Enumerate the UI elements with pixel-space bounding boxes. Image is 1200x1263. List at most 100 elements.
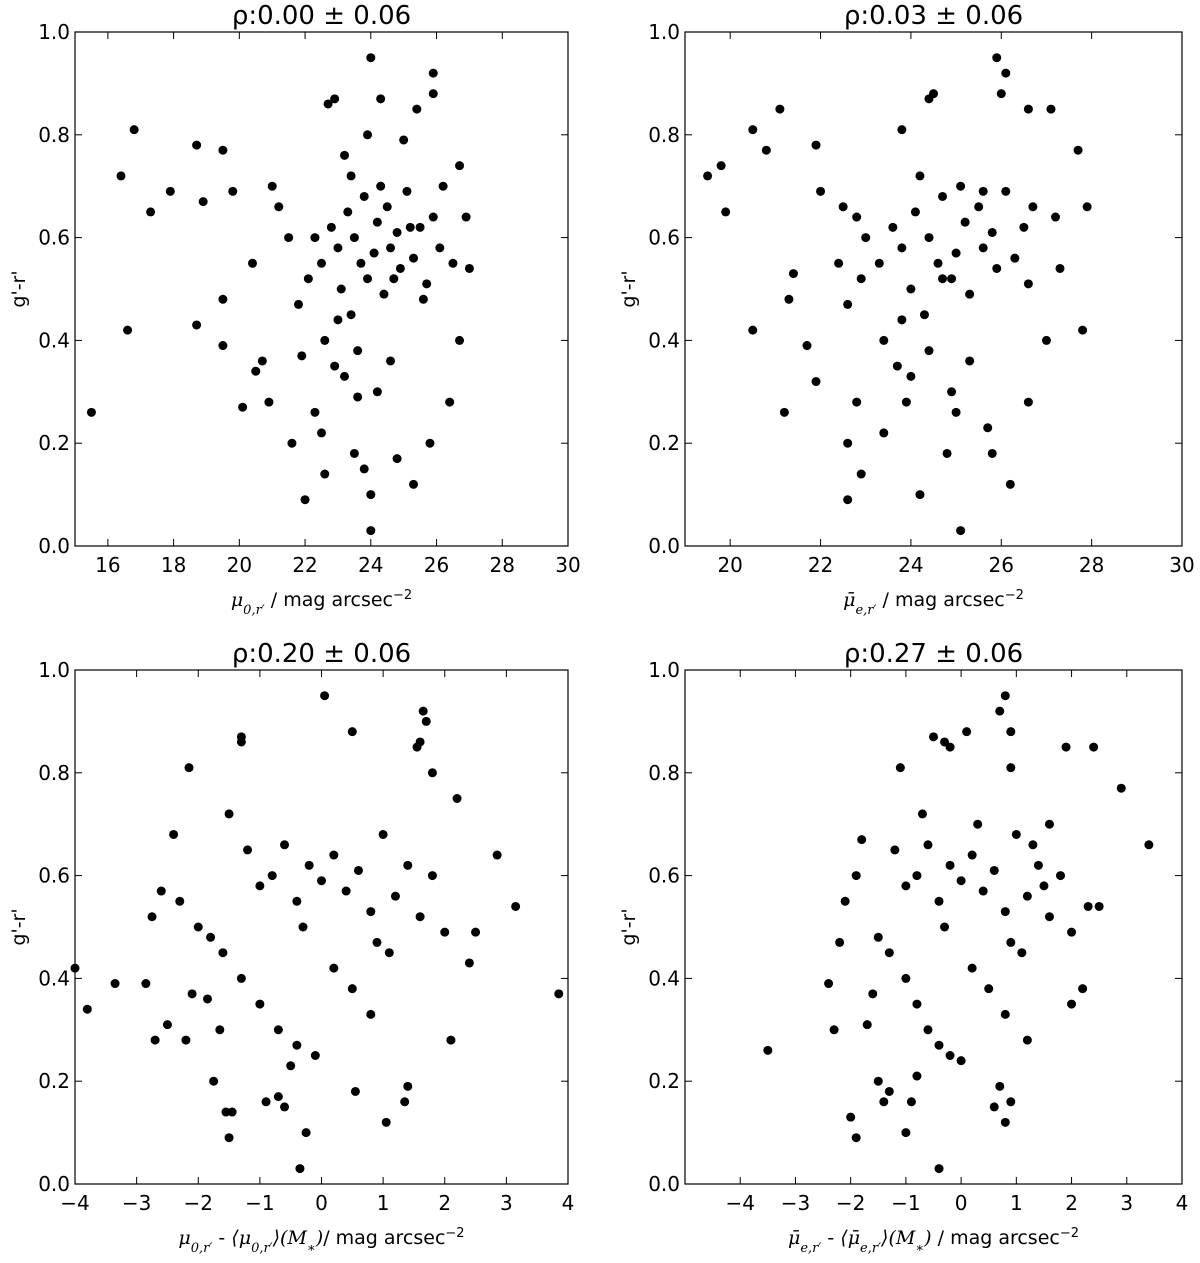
chart-4-point — [1039, 881, 1049, 891]
chart-1-y-tick-label: 0.4 — [38, 328, 70, 352]
chart-2-point — [779, 407, 789, 417]
chart-1-point — [464, 263, 474, 273]
chart-1-title: ρ:0.00 ± 0.06 — [232, 1, 411, 31]
chart-1-point — [320, 469, 330, 479]
chart-1-x-tick-label: 18 — [161, 553, 186, 577]
chart-3-point — [261, 1097, 271, 1107]
chart-3-title: ρ:0.20 ± 0.06 — [232, 639, 411, 669]
chart-2-point — [897, 315, 907, 325]
chart-1-point — [372, 387, 382, 397]
chart-4-point — [862, 1020, 872, 1030]
chart-2-point — [901, 397, 911, 407]
chart-4-point — [851, 871, 861, 881]
chart-1-point — [435, 243, 445, 253]
chart-3-point — [452, 794, 462, 803]
chart-2-y-tick-label: 0.8 — [648, 123, 680, 147]
chart-3-point — [418, 706, 428, 716]
chart-1-point — [336, 284, 346, 294]
chart-4-x-tick-label: 0 — [955, 1191, 968, 1215]
chart-2-point — [956, 181, 966, 191]
chart-1-point — [310, 407, 320, 417]
chart-2-point — [897, 125, 907, 135]
chart-3-point — [243, 845, 253, 855]
chart-3-point — [141, 979, 151, 989]
chart-1-point — [303, 274, 313, 284]
chart-3-y-tick-label: 0.8 — [38, 761, 70, 785]
chart-1-point — [359, 191, 369, 201]
chart-1-point — [165, 186, 175, 196]
chart-2-point — [843, 299, 853, 309]
chart-1-point — [320, 335, 330, 345]
chart-4-x-tick-label: 4 — [1176, 1191, 1189, 1215]
chart-3-point — [206, 932, 216, 942]
chart-1-point — [330, 361, 340, 371]
chart-2-point — [879, 335, 889, 345]
chart-4-point — [1044, 912, 1054, 922]
chart-1-point — [409, 253, 419, 263]
chart-1-y-tick-label: 0.2 — [38, 431, 70, 455]
chart-1-point — [343, 207, 353, 217]
chart-3-point — [317, 876, 326, 886]
chart-4-point — [912, 1071, 922, 1081]
chart-3-point — [446, 1035, 456, 1045]
chart-4-point — [835, 937, 845, 947]
chart-4-point — [1033, 860, 1043, 870]
chart-3-x-tick-label: −1 — [245, 1191, 274, 1215]
chart-1-point — [323, 99, 333, 109]
chart-2-point — [1023, 104, 1033, 114]
chart-4-point — [829, 1025, 839, 1035]
chart-1-point — [392, 454, 402, 464]
chart-3-point — [554, 989, 564, 999]
chart-4-x-tick-label: −2 — [836, 1191, 865, 1215]
chart-2-frame — [684, 31, 1183, 547]
chart-4-y-tick-label: 0.4 — [648, 966, 680, 990]
chart-4-point — [1000, 691, 1010, 701]
chart-3-point — [341, 886, 351, 896]
chart-1-point — [392, 227, 402, 237]
chart-4-point — [873, 932, 883, 942]
chart-1-x-tick-label: 28 — [490, 553, 515, 577]
chart-1-y-tick-label: 0.8 — [38, 123, 70, 147]
chart-2-point — [716, 161, 726, 171]
chart-1-point — [379, 289, 389, 299]
chart-3-y-tick-label: 0.0 — [38, 1172, 70, 1196]
chart-1-point — [389, 274, 399, 284]
chart-1-point — [455, 161, 465, 171]
chart-4-point — [995, 1081, 1005, 1091]
chart-4-point — [989, 865, 999, 875]
chart-2-panel: 20 22 24 26 28 30 0.0 0.2 0.4 0.6 0.8 1.0 ρ:0.03 ± 0… — [618, 1, 1195, 618]
chart-2-point — [802, 341, 812, 351]
chart-2-point — [938, 191, 948, 201]
chart-2-point — [897, 243, 907, 253]
chart-4-x-axis-label-part: ) — [923, 1227, 931, 1249]
chart-3-point — [184, 763, 194, 773]
chart-4-y-axis-label: g'-r' — [618, 908, 640, 945]
chart-4-point — [1022, 891, 1032, 901]
chart-1-point — [317, 258, 326, 268]
chart-2-point — [960, 217, 970, 227]
chart-2-point — [956, 526, 966, 536]
chart-3-point — [415, 737, 425, 747]
chart-4-point — [917, 809, 927, 819]
chart-4-point — [934, 1164, 944, 1174]
chart-3-point — [492, 850, 502, 860]
chart-1-point — [326, 222, 336, 232]
chart-3-point — [169, 829, 179, 839]
chart-1-point — [359, 464, 369, 474]
chart-3-point — [320, 691, 330, 701]
chart-2-point — [1078, 325, 1088, 335]
chart-1-point — [349, 448, 359, 458]
chart-2-point — [761, 145, 771, 155]
chart-4-y-tick-label: 0.2 — [648, 1069, 680, 1093]
chart-4-point — [934, 1040, 944, 1050]
chart-1-point — [192, 140, 202, 150]
chart-1-y-tick-label: 1.0 — [38, 20, 70, 44]
chart-3-point — [421, 716, 431, 726]
chart-3-x-axis-label-part: μ — [178, 1227, 190, 1249]
chart-3-point — [286, 1061, 296, 1071]
chart-4-y-tick-label: 1.0 — [648, 658, 680, 682]
chart-1-point — [346, 310, 356, 320]
chart-3-x-axis-label-part: 0,r′ — [251, 1241, 273, 1256]
chart-3-x-axis-label-part: ∗ — [307, 1241, 316, 1256]
chart-2-point — [906, 371, 916, 381]
